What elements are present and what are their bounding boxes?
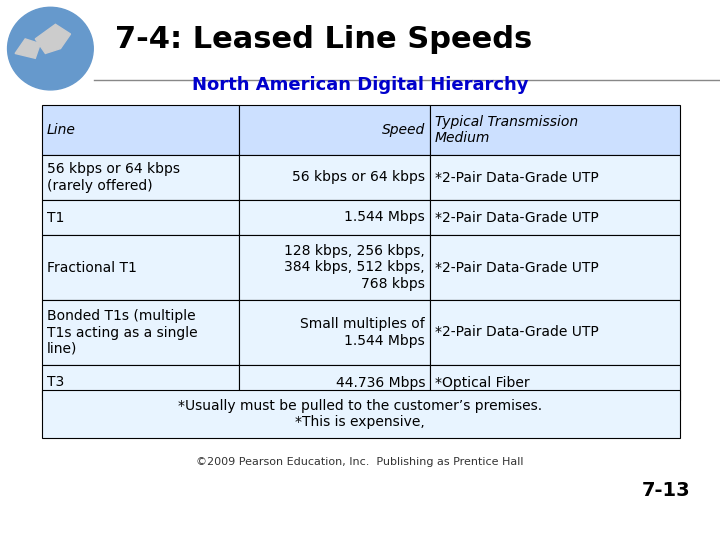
Text: *Optical Fiber: *Optical Fiber xyxy=(435,375,530,389)
FancyBboxPatch shape xyxy=(239,200,430,235)
Text: 44.736 Mbps: 44.736 Mbps xyxy=(336,375,425,389)
FancyBboxPatch shape xyxy=(430,105,680,155)
Text: *2-Pair Data-Grade UTP: *2-Pair Data-Grade UTP xyxy=(435,171,599,185)
Text: T1: T1 xyxy=(47,211,64,225)
FancyBboxPatch shape xyxy=(239,155,430,200)
FancyBboxPatch shape xyxy=(42,200,239,235)
FancyBboxPatch shape xyxy=(42,365,239,400)
Text: Speed: Speed xyxy=(382,123,425,137)
FancyBboxPatch shape xyxy=(42,390,680,438)
Text: Small multiples of
1.544 Mbps: Small multiples of 1.544 Mbps xyxy=(300,318,425,348)
FancyBboxPatch shape xyxy=(239,300,430,365)
FancyBboxPatch shape xyxy=(430,235,680,300)
FancyBboxPatch shape xyxy=(42,300,239,365)
Text: Line: Line xyxy=(47,123,76,137)
Text: 56 kbps or 64 kbps
(rarely offered): 56 kbps or 64 kbps (rarely offered) xyxy=(47,163,180,193)
FancyBboxPatch shape xyxy=(430,300,680,365)
Text: *2-Pair Data-Grade UTP: *2-Pair Data-Grade UTP xyxy=(435,211,599,225)
Text: Typical Transmission
Medium: Typical Transmission Medium xyxy=(435,115,578,145)
FancyBboxPatch shape xyxy=(430,155,680,200)
FancyBboxPatch shape xyxy=(430,200,680,235)
FancyBboxPatch shape xyxy=(239,105,430,155)
FancyBboxPatch shape xyxy=(42,155,239,200)
FancyBboxPatch shape xyxy=(42,235,239,300)
Text: *Usually must be pulled to the customer’s premises.
*This is expensive,: *Usually must be pulled to the customer’… xyxy=(178,399,542,429)
Text: 1.544 Mbps: 1.544 Mbps xyxy=(344,211,425,225)
FancyBboxPatch shape xyxy=(239,365,430,400)
FancyBboxPatch shape xyxy=(430,365,680,400)
Text: North American Digital Hierarchy: North American Digital Hierarchy xyxy=(192,76,528,94)
Text: Bonded T1s (multiple
T1s acting as a single
line): Bonded T1s (multiple T1s acting as a sin… xyxy=(47,309,197,356)
Text: ©2009 Pearson Education, Inc.  Publishing as Prentice Hall: ©2009 Pearson Education, Inc. Publishing… xyxy=(197,457,523,467)
Text: 128 kbps, 256 kbps,
384 kbps, 512 kbps,
768 kbps: 128 kbps, 256 kbps, 384 kbps, 512 kbps, … xyxy=(284,244,425,291)
FancyBboxPatch shape xyxy=(239,235,430,300)
Text: Fractional T1: Fractional T1 xyxy=(47,260,137,274)
Text: 56 kbps or 64 kbps: 56 kbps or 64 kbps xyxy=(292,171,425,185)
Text: *2-Pair Data-Grade UTP: *2-Pair Data-Grade UTP xyxy=(435,260,599,274)
Text: 7-4: Leased Line Speeds: 7-4: Leased Line Speeds xyxy=(115,25,532,55)
Text: T3: T3 xyxy=(47,375,64,389)
Text: 7-13: 7-13 xyxy=(642,481,690,500)
Text: *2-Pair Data-Grade UTP: *2-Pair Data-Grade UTP xyxy=(435,326,599,340)
FancyBboxPatch shape xyxy=(42,105,239,155)
